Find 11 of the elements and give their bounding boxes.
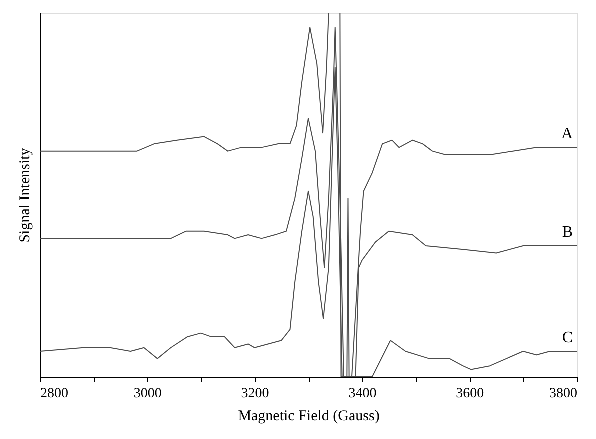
x-tick-label: 3800 — [550, 386, 578, 402]
x-tick-label: 3600 — [456, 386, 484, 402]
series-label: C — [562, 330, 573, 347]
x-axis-title: Magnetic Field (Gauss) — [238, 408, 380, 424]
x-tick-label: 3400 — [348, 386, 377, 402]
x-tick-label: 3000 — [134, 386, 162, 402]
series-label: B — [562, 224, 573, 241]
x-tick-label: 3200 — [241, 386, 270, 402]
series-label: A — [561, 126, 574, 143]
x-tick-label: 2800 — [40, 386, 68, 402]
y-axis-title: Signal Intensity — [18, 148, 34, 243]
